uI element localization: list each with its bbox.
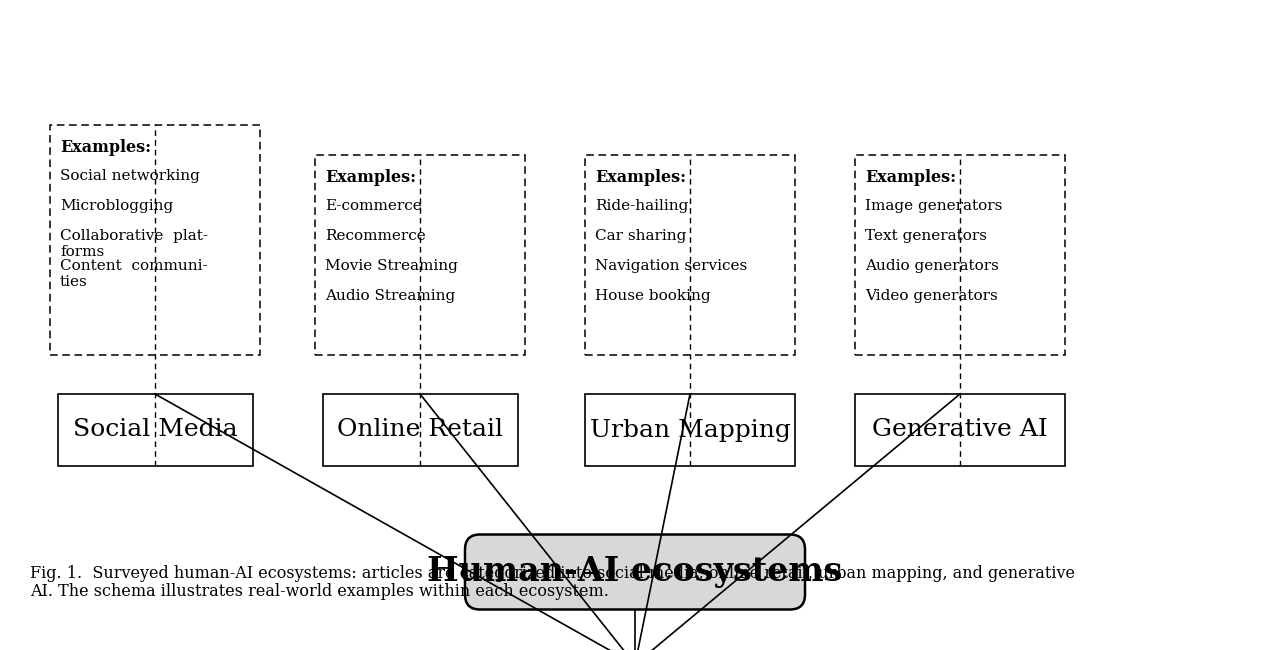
Text: Collaborative  plat-
forms: Collaborative plat- forms	[60, 229, 208, 259]
Text: AI. The schema illustrates real-world examples within each ecosystem.: AI. The schema illustrates real-world ex…	[30, 583, 608, 600]
Text: Ride-hailing: Ride-hailing	[596, 199, 688, 213]
Text: Movie Streaming: Movie Streaming	[325, 259, 458, 273]
Bar	[585, 155, 795, 355]
Text: Examples:: Examples:	[60, 139, 151, 156]
Bar	[323, 394, 517, 466]
Text: Audio Streaming: Audio Streaming	[325, 289, 455, 303]
Text: Microblogging: Microblogging	[60, 199, 173, 213]
Text: Examples:: Examples:	[865, 169, 956, 186]
Bar	[585, 394, 795, 466]
Text: Recommerce: Recommerce	[325, 229, 425, 243]
Text: Video generators: Video generators	[865, 289, 998, 303]
Text: Human-AI ecosystems: Human-AI ecosystems	[427, 556, 843, 588]
Bar	[50, 125, 260, 355]
Text: Examples:: Examples:	[596, 169, 686, 186]
Text: Online Retail: Online Retail	[337, 419, 503, 441]
Text: Fig. 1.  Surveyed human-AI ecosystems: articles are categorized into social medi: Fig. 1. Surveyed human-AI ecosystems: ar…	[30, 565, 1074, 582]
Text: Car sharing: Car sharing	[596, 229, 686, 243]
Text: Content  communi-
ties: Content communi- ties	[60, 259, 207, 289]
Bar	[855, 394, 1066, 466]
Bar	[855, 155, 1066, 355]
Text: E-commerce: E-commerce	[325, 199, 422, 213]
Text: Social Media: Social Media	[72, 419, 237, 441]
Text: Urban Mapping: Urban Mapping	[589, 419, 790, 441]
Text: Text generators: Text generators	[865, 229, 987, 243]
Bar	[315, 155, 525, 355]
Text: Navigation services: Navigation services	[596, 259, 747, 273]
Text: House booking: House booking	[596, 289, 711, 303]
Text: Social networking: Social networking	[60, 169, 199, 183]
Text: Audio generators: Audio generators	[865, 259, 999, 273]
Text: Examples:: Examples:	[325, 169, 417, 186]
Bar	[57, 394, 253, 466]
Text: Image generators: Image generators	[865, 199, 1002, 213]
FancyBboxPatch shape	[465, 534, 805, 610]
Text: Generative AI: Generative AI	[872, 419, 1048, 441]
